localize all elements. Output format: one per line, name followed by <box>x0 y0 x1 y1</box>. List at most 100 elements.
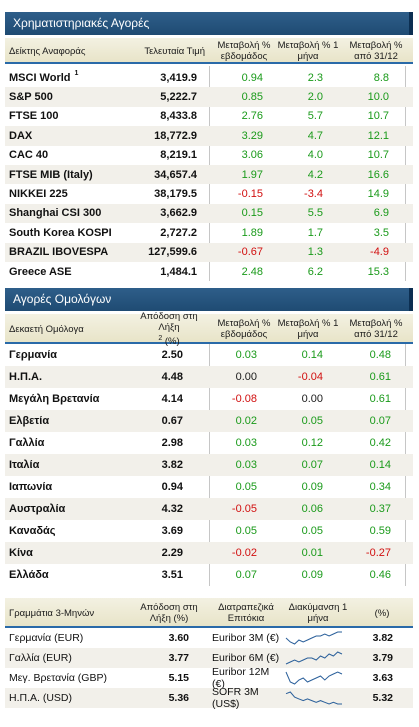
bills-row-sparkline <box>285 671 343 685</box>
stocks-row-name: S&P 500 <box>9 87 139 106</box>
bonds-row-ytd: 0.48 <box>369 349 391 361</box>
bills-row-name: Γερμανία (EUR) <box>9 632 84 644</box>
bonds-header-yield: Απόδοση στη Λήξη 2 (%) <box>135 311 203 348</box>
stocks-row-price: 127,599.6 <box>148 246 197 259</box>
bonds-header-yield-pct: (%) <box>164 336 180 348</box>
bonds-row-month: 0.01 <box>301 547 323 559</box>
stocks-row-month: 5.7 <box>307 110 323 123</box>
bonds-header-week: Μεταβολή % εβδομάδος <box>217 318 271 340</box>
bonds-row-week: 0.00 <box>235 371 257 383</box>
stocks-row-name: BRAZIL IBOVESPA <box>9 243 139 262</box>
stocks-row-name: CAC 40 <box>9 146 139 165</box>
bonds-row: Καναδάς 3.69 0.05 0.05 0.59 <box>5 520 413 542</box>
bonds-section-title: Αγορές Ομολόγων <box>5 288 413 311</box>
stocks-header-price: Τελευταία Τιμή <box>144 45 205 57</box>
bonds-row-yield: 3.51 <box>161 569 183 581</box>
bonds-row-name: Αυστραλία <box>9 503 66 515</box>
stocks-row-month: 1.3 <box>307 246 323 259</box>
stocks-row: FTSE 100 8,433.8 2.76 5.7 10.7 <box>5 107 413 126</box>
bonds-row-ytd: 0.46 <box>369 569 391 581</box>
bonds-row: Αυστραλία 4.32 -0.05 0.06 0.37 <box>5 498 413 520</box>
stocks-row-month: 5.5 <box>307 207 323 220</box>
stocks-row-sup: 1 <box>74 70 79 77</box>
bonds-row-week: 0.05 <box>235 525 257 537</box>
bonds-row-month: 0.09 <box>301 481 323 493</box>
bonds-row: Μεγάλη Βρετανία 4.14 -0.08 0.00 0.61 <box>5 388 413 410</box>
bills-header-yield: Απόδοση στη Λήξη (%) <box>140 602 198 624</box>
stocks-row-name-text: CAC 40 <box>9 149 49 162</box>
stocks-row: South Korea KOSPI 2,727.2 1.89 1.7 3.5 <box>5 223 413 242</box>
bonds-row-ytd: 0.34 <box>369 481 391 493</box>
stocks-row-month: -3.4 <box>304 188 323 201</box>
bonds-row-week: 0.03 <box>235 459 257 471</box>
bills-row-sparkline <box>285 651 343 665</box>
stocks-header: Δείκτης Αναφοράς Τελευταία Τιμή Μεταβολή… <box>5 38 413 64</box>
bonds-row-month: -0.04 <box>297 371 323 383</box>
stocks-row-name: DAX <box>9 126 139 145</box>
bonds-row-name: Γερμανία <box>9 349 58 361</box>
stocks-row-name-text: South Korea KOSPI <box>9 226 112 239</box>
bills-row-yield: 3.77 <box>168 652 189 664</box>
bonds-row-name: Ιαπωνία <box>9 481 53 493</box>
bonds-row-week: -0.02 <box>231 547 257 559</box>
bonds-row-yield: 3.82 <box>161 459 183 471</box>
bonds-row: Ιταλία 3.82 0.03 0.07 0.14 <box>5 454 413 476</box>
stocks-row: CAC 40 8,219.1 3.06 4.0 10.7 <box>5 146 413 165</box>
bonds-row: Ελβετία 0.67 0.02 0.05 0.07 <box>5 410 413 432</box>
bills-row-rate: Euribor 12M (€) <box>212 666 270 690</box>
bills-row: Γαλλία (EUR) 3.77 Euribor 6M (€) 3.79 <box>5 648 413 668</box>
stocks-row-price: 5,222.7 <box>160 91 197 104</box>
bonds-row-month: 0.14 <box>301 349 323 361</box>
bills-row-value: 5.32 <box>372 692 393 704</box>
stocks-row: FTSE MIB (Italy) 34,657.4 1.97 4.2 16.6 <box>5 164 413 185</box>
stocks-row: BRAZIL IBOVESPA 127,599.6 -0.67 1.3 -4.9 <box>5 242 413 262</box>
stocks-row-name: FTSE 100 <box>9 107 139 126</box>
stocks-row-price: 18,772.9 <box>154 129 197 142</box>
bills-row-value: 3.79 <box>372 652 393 664</box>
bonds-row-yield: 3.69 <box>161 525 183 537</box>
bonds-row-yield: 2.98 <box>161 437 183 449</box>
bonds-row-week: 0.05 <box>235 481 257 493</box>
bonds-row-month: 0.05 <box>301 525 323 537</box>
stocks-row-ytd: 14.9 <box>367 188 389 201</box>
stocks-row-ytd: 3.5 <box>373 226 389 239</box>
stocks-row-week: -0.67 <box>237 246 263 259</box>
bonds-row-name: Κίνα <box>9 547 33 559</box>
bonds-row-ytd: 0.42 <box>369 437 391 449</box>
stocks-row-month: 1.7 <box>307 226 323 239</box>
bonds-row: Κίνα 2.29 -0.02 0.01 -0.27 <box>5 542 413 564</box>
stocks-header-index: Δείκτης Αναφοράς <box>9 45 86 57</box>
stocks-row-month: 4.0 <box>307 149 323 162</box>
bonds-row-week: 0.03 <box>235 437 257 449</box>
stocks-row-week: 0.85 <box>241 91 263 104</box>
bonds-row-name: Γαλλία <box>9 437 45 449</box>
stocks-row: MSCI World 1 3,419.9 0.94 2.3 8.8 <box>5 68 413 87</box>
bills-row-rate: Euribor 6M (€) <box>212 652 280 664</box>
stocks-row-name-text: DAX <box>9 129 33 142</box>
stocks-row: Shanghai CSI 300 3,662.9 0.15 5.5 6.9 <box>5 203 413 224</box>
bonds-row-yield: 4.48 <box>161 371 183 383</box>
stocks-row-week: 1.89 <box>241 226 263 239</box>
stocks-row-name-text: MSCI World <box>9 71 71 84</box>
bonds-row: Η.Π.Α. 4.48 0.00 -0.04 0.61 <box>5 366 413 388</box>
stocks-row-price: 1,484.1 <box>160 265 197 278</box>
bonds-row: Γερμανία 2.50 0.03 0.14 0.48 <box>5 344 413 366</box>
bonds-row-ytd: 0.61 <box>369 393 391 405</box>
stocks-row: S&P 500 5,222.7 0.85 2.0 10.0 <box>5 87 413 107</box>
bonds-row-name: Ιταλία <box>9 459 40 471</box>
bonds-row-month: 0.06 <box>301 503 323 515</box>
bonds-row-week: -0.08 <box>231 393 257 405</box>
bonds-row-month: 0.00 <box>301 393 323 405</box>
stocks-row-week: -0.15 <box>237 188 263 201</box>
bonds-row-name: Μεγάλη Βρετανία <box>9 393 100 405</box>
bonds-row-ytd: -0.27 <box>365 547 391 559</box>
stocks-row: Greece ASE 1,484.1 2.48 6.2 15.3 <box>5 262 413 281</box>
stocks-row-price: 8,433.8 <box>160 110 197 123</box>
stocks-row-ytd: 8.8 <box>373 71 389 84</box>
stocks-row-name-text: FTSE 100 <box>9 110 59 123</box>
bills-row-sparkline-line <box>285 631 342 645</box>
stocks-row-name-text: S&P 500 <box>9 91 53 104</box>
stocks-row-name-text: FTSE MIB (Italy) <box>9 168 93 181</box>
bonds-header-month: Μεταβολή % 1 μήνα <box>277 318 339 340</box>
stocks-row-week: 3.29 <box>241 129 263 142</box>
